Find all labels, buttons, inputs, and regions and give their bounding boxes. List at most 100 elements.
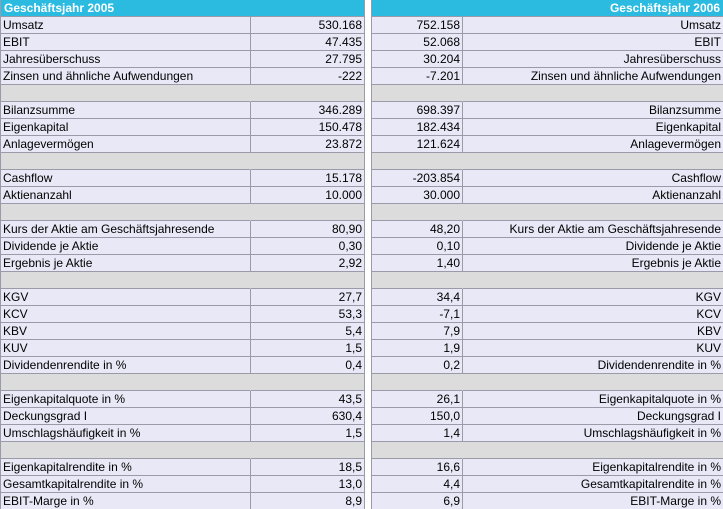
label-cell[interactable]: Dividendenrendite in % <box>1 357 251 374</box>
spacer-cell[interactable] <box>372 442 463 459</box>
value-2005-cell[interactable]: 2,92 <box>251 255 365 272</box>
value-2005-cell[interactable]: 47.435 <box>251 34 365 51</box>
spacer-cell[interactable] <box>251 204 365 221</box>
label-cell[interactable]: EBIT <box>1 34 251 51</box>
spacer-cell[interactable] <box>372 85 463 102</box>
value-2006-cell[interactable]: 150,0 <box>372 408 463 425</box>
spacer-cell[interactable] <box>372 204 463 221</box>
value-2005-cell[interactable]: 18,5 <box>251 459 365 476</box>
label-cell[interactable]: Gesamtkapitalrendite in % <box>1 476 251 493</box>
label-cell[interactable]: Ergebnis je Aktie <box>1 255 251 272</box>
label-cell[interactable]: Umsatz <box>463 17 723 34</box>
value-2006-cell[interactable]: 1,9 <box>372 340 463 357</box>
label-cell[interactable]: Kurs der Aktie am Geschäftsjahresende <box>463 221 723 238</box>
label-cell[interactable]: Anlagevermögen <box>463 136 723 153</box>
spacer-cell[interactable] <box>463 374 723 391</box>
label-cell[interactable]: Gesamtkapitalrendite in % <box>463 476 723 493</box>
label-cell[interactable]: KUV <box>463 340 723 357</box>
value-2005-cell[interactable]: 15.178 <box>251 170 365 187</box>
value-2006-cell[interactable]: 7,9 <box>372 323 463 340</box>
label-cell[interactable]: Jahresüberschuss <box>463 51 723 68</box>
label-cell[interactable]: Deckungsgrad I <box>463 408 723 425</box>
label-cell[interactable]: KUV <box>1 340 251 357</box>
label-cell[interactable]: Aktienanzahl <box>1 187 251 204</box>
spacer-cell[interactable] <box>251 85 365 102</box>
value-2005-cell[interactable]: 10.000 <box>251 187 365 204</box>
value-2005-cell[interactable]: -222 <box>251 68 365 85</box>
value-2005-cell[interactable]: 150.478 <box>251 119 365 136</box>
label-cell[interactable]: Cashflow <box>1 170 251 187</box>
spacer-cell[interactable] <box>372 272 463 289</box>
spacer-cell[interactable] <box>1 272 251 289</box>
label-cell[interactable]: Dividende je Aktie <box>463 238 723 255</box>
value-2005-cell[interactable]: 43,5 <box>251 391 365 408</box>
label-cell[interactable]: Dividendenrendite in % <box>463 357 723 374</box>
label-cell[interactable]: KCV <box>463 306 723 323</box>
value-2006-cell[interactable]: -7.201 <box>372 68 463 85</box>
value-2005-cell[interactable]: 1,5 <box>251 425 365 442</box>
label-cell[interactable]: Eigenkapitalrendite in % <box>1 459 251 476</box>
label-cell[interactable]: Eigenkapitalquote in % <box>1 391 251 408</box>
value-2005-cell[interactable]: 8,9 <box>251 493 365 509</box>
label-cell[interactable]: KBV <box>1 323 251 340</box>
spacer-cell[interactable] <box>1 374 251 391</box>
spacer-cell[interactable] <box>251 442 365 459</box>
label-cell[interactable]: KGV <box>1 289 251 306</box>
label-cell[interactable]: Bilanzsumme <box>463 102 723 119</box>
label-cell[interactable]: KGV <box>463 289 723 306</box>
value-2006-cell[interactable]: -203.854 <box>372 170 463 187</box>
label-cell[interactable]: Dividende je Aktie <box>1 238 251 255</box>
label-cell[interactable]: Zinsen und ähnliche Aufwendungen <box>463 68 723 85</box>
label-cell[interactable]: Jahresüberschuss <box>1 51 251 68</box>
value-2006-cell[interactable]: 121.624 <box>372 136 463 153</box>
value-2006-cell[interactable]: 752.158 <box>372 17 463 34</box>
value-2006-cell[interactable]: 182.434 <box>372 119 463 136</box>
label-cell[interactable]: Umsatz <box>1 17 251 34</box>
spacer-cell[interactable] <box>251 374 365 391</box>
value-2005-cell[interactable]: 346.289 <box>251 102 365 119</box>
label-cell[interactable]: Zinsen und ähnliche Aufwendungen <box>1 68 251 85</box>
value-2006-cell[interactable]: 34,4 <box>372 289 463 306</box>
value-2006-cell[interactable]: 16,6 <box>372 459 463 476</box>
spacer-cell[interactable] <box>1 204 251 221</box>
spacer-cell[interactable] <box>372 374 463 391</box>
value-2006-cell[interactable]: 26,1 <box>372 391 463 408</box>
header-2005-fill[interactable] <box>251 0 365 17</box>
value-2005-cell[interactable]: 27.795 <box>251 51 365 68</box>
value-2005-cell[interactable]: 53,3 <box>251 306 365 323</box>
label-cell[interactable]: Eigenkapital <box>463 119 723 136</box>
spacer-cell[interactable] <box>1 85 251 102</box>
label-cell[interactable]: EBIT <box>463 34 723 51</box>
spacer-cell[interactable] <box>463 272 723 289</box>
value-2005-cell[interactable]: 80,90 <box>251 221 365 238</box>
value-2005-cell[interactable]: 0,4 <box>251 357 365 374</box>
value-2005-cell[interactable]: 5,4 <box>251 323 365 340</box>
spacer-cell[interactable] <box>463 442 723 459</box>
label-cell[interactable]: Eigenkapitalrendite in % <box>463 459 723 476</box>
label-cell[interactable]: KBV <box>463 323 723 340</box>
spacer-cell[interactable] <box>251 153 365 170</box>
label-cell[interactable]: Bilanzsumme <box>1 102 251 119</box>
label-cell[interactable]: Umschlagshäufigkeit in % <box>1 425 251 442</box>
value-2005-cell[interactable]: 530.168 <box>251 17 365 34</box>
value-2005-cell[interactable]: 23.872 <box>251 136 365 153</box>
value-2006-cell[interactable]: 1,4 <box>372 425 463 442</box>
label-cell[interactable]: Deckungsgrad I <box>1 408 251 425</box>
value-2006-cell[interactable]: 6,9 <box>372 493 463 509</box>
value-2006-cell[interactable]: 698.397 <box>372 102 463 119</box>
value-2005-cell[interactable]: 27,7 <box>251 289 365 306</box>
label-cell[interactable]: Anlagevermögen <box>1 136 251 153</box>
value-2006-cell[interactable]: 48,20 <box>372 221 463 238</box>
spacer-cell[interactable] <box>251 272 365 289</box>
value-2005-cell[interactable]: 13,0 <box>251 476 365 493</box>
value-2006-cell[interactable]: 0,2 <box>372 357 463 374</box>
label-cell[interactable]: Eigenkapitalquote in % <box>463 391 723 408</box>
value-2006-cell[interactable]: 30.204 <box>372 51 463 68</box>
label-cell[interactable]: EBIT-Marge in % <box>1 493 251 509</box>
value-2006-cell[interactable]: 52.068 <box>372 34 463 51</box>
value-2006-cell[interactable]: 0,10 <box>372 238 463 255</box>
value-2006-cell[interactable]: 30.000 <box>372 187 463 204</box>
header-2006-fill[interactable] <box>372 0 463 17</box>
value-2005-cell[interactable]: 1,5 <box>251 340 365 357</box>
label-cell[interactable]: Aktienanzahl <box>463 187 723 204</box>
